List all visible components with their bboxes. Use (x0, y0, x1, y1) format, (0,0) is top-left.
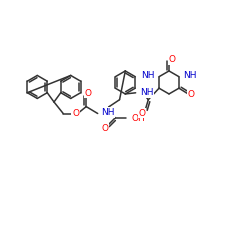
Text: OH: OH (132, 114, 145, 122)
Text: O: O (188, 90, 195, 100)
Text: NH: NH (142, 71, 155, 80)
Text: NH: NH (140, 88, 153, 97)
Text: O: O (72, 109, 79, 118)
Text: O: O (138, 109, 145, 118)
Text: O: O (168, 55, 175, 64)
Text: O: O (85, 88, 92, 98)
Text: O: O (102, 124, 108, 133)
Text: NH: NH (101, 108, 114, 117)
Text: NH: NH (183, 71, 196, 80)
